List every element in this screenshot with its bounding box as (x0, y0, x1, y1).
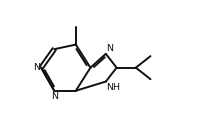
Text: N: N (107, 44, 114, 53)
Text: NH: NH (107, 83, 121, 92)
Text: N: N (51, 92, 58, 101)
Text: N: N (33, 63, 40, 72)
